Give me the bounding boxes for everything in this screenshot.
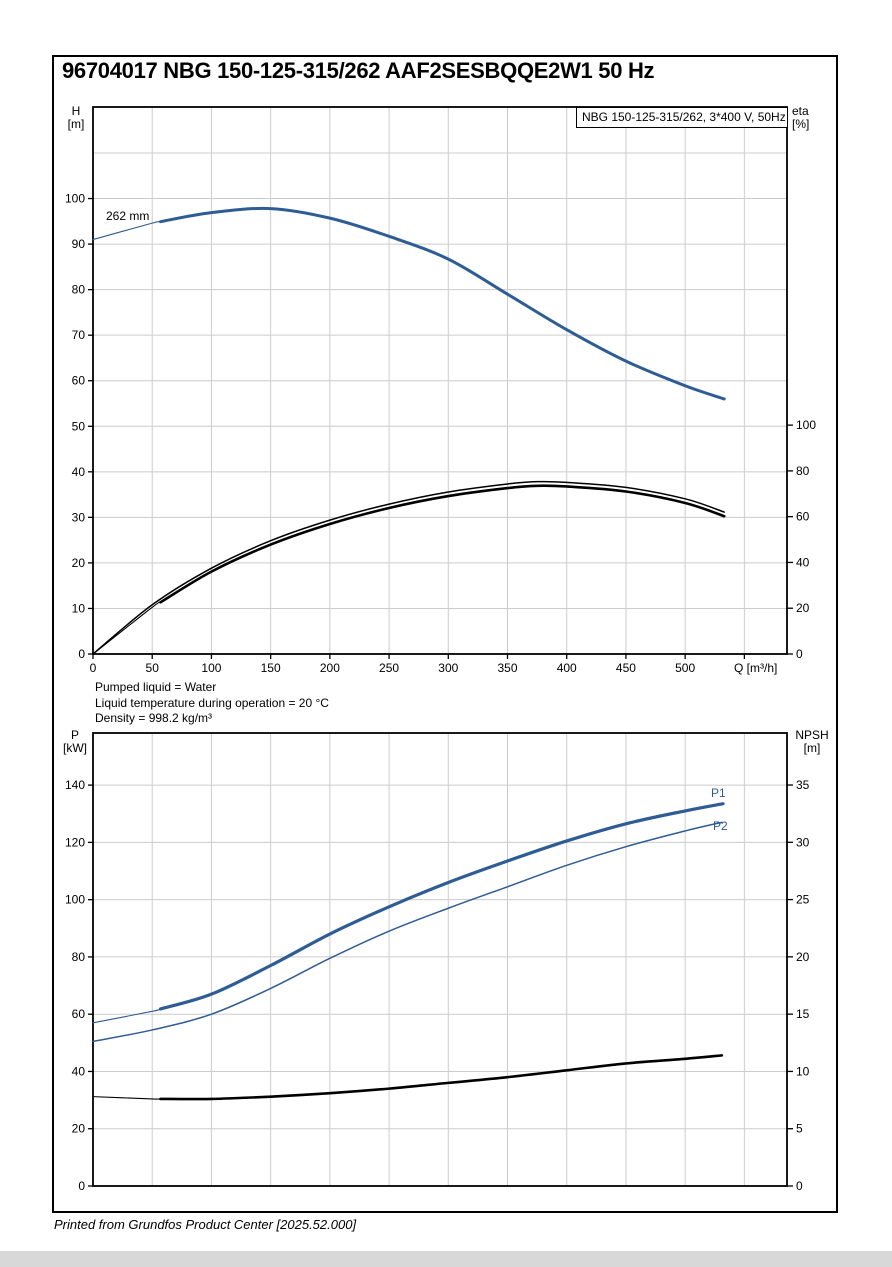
p-axis-label: P [kW]: [58, 729, 92, 755]
info-line-density: Density = 998.2 kg/m³: [95, 711, 213, 725]
eta-axis-label: eta [%]: [792, 105, 832, 131]
npsh-axis-label-line1: NPSH: [795, 728, 829, 742]
h-axis-label: H [m]: [60, 105, 92, 131]
pumped-liquid-info: Pumped liquid = Water Liquid temperature…: [95, 680, 329, 727]
h-axis-label-line2: [m]: [67, 117, 85, 131]
h-axis-label-line1: H: [71, 104, 81, 118]
info-line-temperature: Liquid temperature during operation = 20…: [95, 695, 329, 710]
legend-box: NBG 150-125-315/262, 3*400 V, 50Hz: [576, 107, 788, 128]
page-title: 96704017 NBG 150-125-315/262 AAF2SESBQQE…: [62, 58, 655, 83]
page-border: [52, 55, 838, 1213]
bottom-gray-strip: [0, 1251, 892, 1267]
eta-axis-label-line1: eta: [792, 104, 809, 118]
npsh-axis-label: NPSH [m]: [789, 729, 835, 755]
npsh-axis-label-line2: [m]: [803, 741, 821, 755]
p-axis-label-line1: P: [70, 728, 79, 742]
eta-axis-label-line2: [%]: [792, 117, 810, 131]
q-axis-label: Q [m³/h]: [734, 661, 778, 675]
footer-text: Printed from Grundfos Product Center [20…: [54, 1217, 357, 1232]
p-axis-label-line2: [kW]: [63, 741, 87, 755]
info-line-pumped-liquid: Pumped liquid = Water: [95, 680, 217, 694]
